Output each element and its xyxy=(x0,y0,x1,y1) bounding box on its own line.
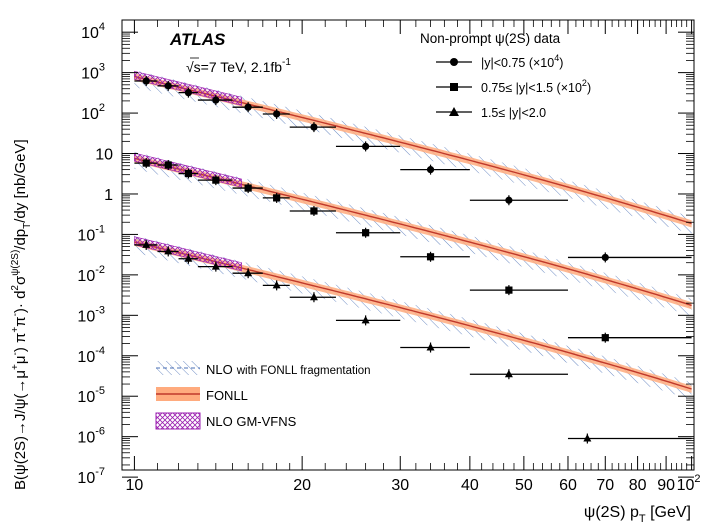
x-tick-label: 80 xyxy=(629,477,647,494)
data-point-square xyxy=(505,286,513,294)
experiment-label: ATLAS xyxy=(169,30,226,49)
legend-label-series-2: 1.5≤ |y|<2.0 xyxy=(481,106,546,120)
legend-marker-triangle xyxy=(449,107,459,116)
data-point-circle xyxy=(362,142,370,151)
legend-gmvfns-swatch xyxy=(155,412,201,430)
data-point-triangle xyxy=(583,434,592,442)
data-point-triangle xyxy=(142,240,151,248)
data-point-circle xyxy=(244,103,252,111)
axes: 10 20 30 40 50 60 70 80 90 10210410310210110-110-… xyxy=(77,19,701,494)
x-tick-label: 90 xyxy=(657,477,675,494)
data-point-square xyxy=(212,176,220,184)
x-tick-label: 20 xyxy=(293,477,311,494)
legend-nlo-label: NLO with FONLL fragmentation xyxy=(206,362,371,377)
legend-marker-square xyxy=(450,83,458,91)
theory-bands xyxy=(134,70,692,400)
legend-marker-circle xyxy=(450,58,458,66)
data-point-circle xyxy=(273,110,281,118)
data-point-triangle xyxy=(184,254,193,262)
y-tick-label: 10 xyxy=(95,147,113,164)
data-points xyxy=(134,76,692,444)
x-tick-label: 30 xyxy=(391,477,409,494)
data-point-square xyxy=(310,207,318,215)
energy-label: √s=7 TeV, 2.1fb-1 xyxy=(186,57,291,75)
y-tick-label: 1 xyxy=(104,187,113,204)
x-tick-label: 70 xyxy=(596,477,614,494)
data-point-circle xyxy=(164,82,172,90)
data-point-square xyxy=(362,229,370,237)
y-axis-title: B(ψ(2S)→J/ψ(→μ+μ-) π+π-)· d2σψ(2S)/dpT/d… xyxy=(10,139,33,490)
data-point-triangle xyxy=(504,369,513,378)
x-tick-label: 60 xyxy=(559,477,577,494)
fonll-band-0 xyxy=(134,73,692,228)
fonll-band-1 xyxy=(134,155,692,310)
data-point-square xyxy=(601,334,609,342)
legend-gmvfns-label: NLO GM-VFNS xyxy=(206,414,297,429)
data-point-square xyxy=(244,184,252,192)
data-point-triangle xyxy=(272,280,281,289)
data-point-circle xyxy=(142,77,150,85)
data-legend: Non-prompt ψ(2S) data |y|<0.75 (×104) 0.… xyxy=(420,31,591,120)
data-point-square xyxy=(426,253,435,261)
data-point-circle xyxy=(212,96,220,104)
plot-frame xyxy=(121,19,695,471)
x-tick-label: 50 xyxy=(515,477,533,494)
legend-title: Non-prompt ψ(2S) data xyxy=(420,31,561,46)
x-axis-title: ψ(2S) pT [GeV] xyxy=(584,504,691,525)
data-point-square xyxy=(142,159,150,167)
data-point-circle xyxy=(601,253,609,262)
data-point-circle xyxy=(184,89,193,97)
x-tick-label: 40 xyxy=(461,477,479,494)
x-tick-label: 10 xyxy=(126,477,144,494)
data-point-triangle xyxy=(164,246,173,255)
legend-label-series-1: 0.75≤ |y|<1.5 (×102) xyxy=(481,78,591,95)
theory-legend: NLO with FONLL fragmentation FONLL NLO GM… xyxy=(155,361,371,430)
data-point-square xyxy=(164,161,172,169)
data-point-circle xyxy=(426,166,435,174)
legend-label-series-0: |y|<0.75 (×104) xyxy=(481,53,563,70)
data-point-triangle xyxy=(244,268,253,277)
data-point-triangle xyxy=(426,343,435,351)
legend-fonll-label: FONLL xyxy=(206,388,248,403)
data-point-triangle xyxy=(211,262,220,270)
data-point-triangle xyxy=(361,315,370,324)
data-point-circle xyxy=(310,123,318,131)
data-point-square xyxy=(273,194,281,202)
data-point-circle xyxy=(505,196,513,204)
data-point-square xyxy=(184,169,193,178)
fonll-band-2 xyxy=(134,238,692,393)
data-point-triangle xyxy=(309,292,318,301)
